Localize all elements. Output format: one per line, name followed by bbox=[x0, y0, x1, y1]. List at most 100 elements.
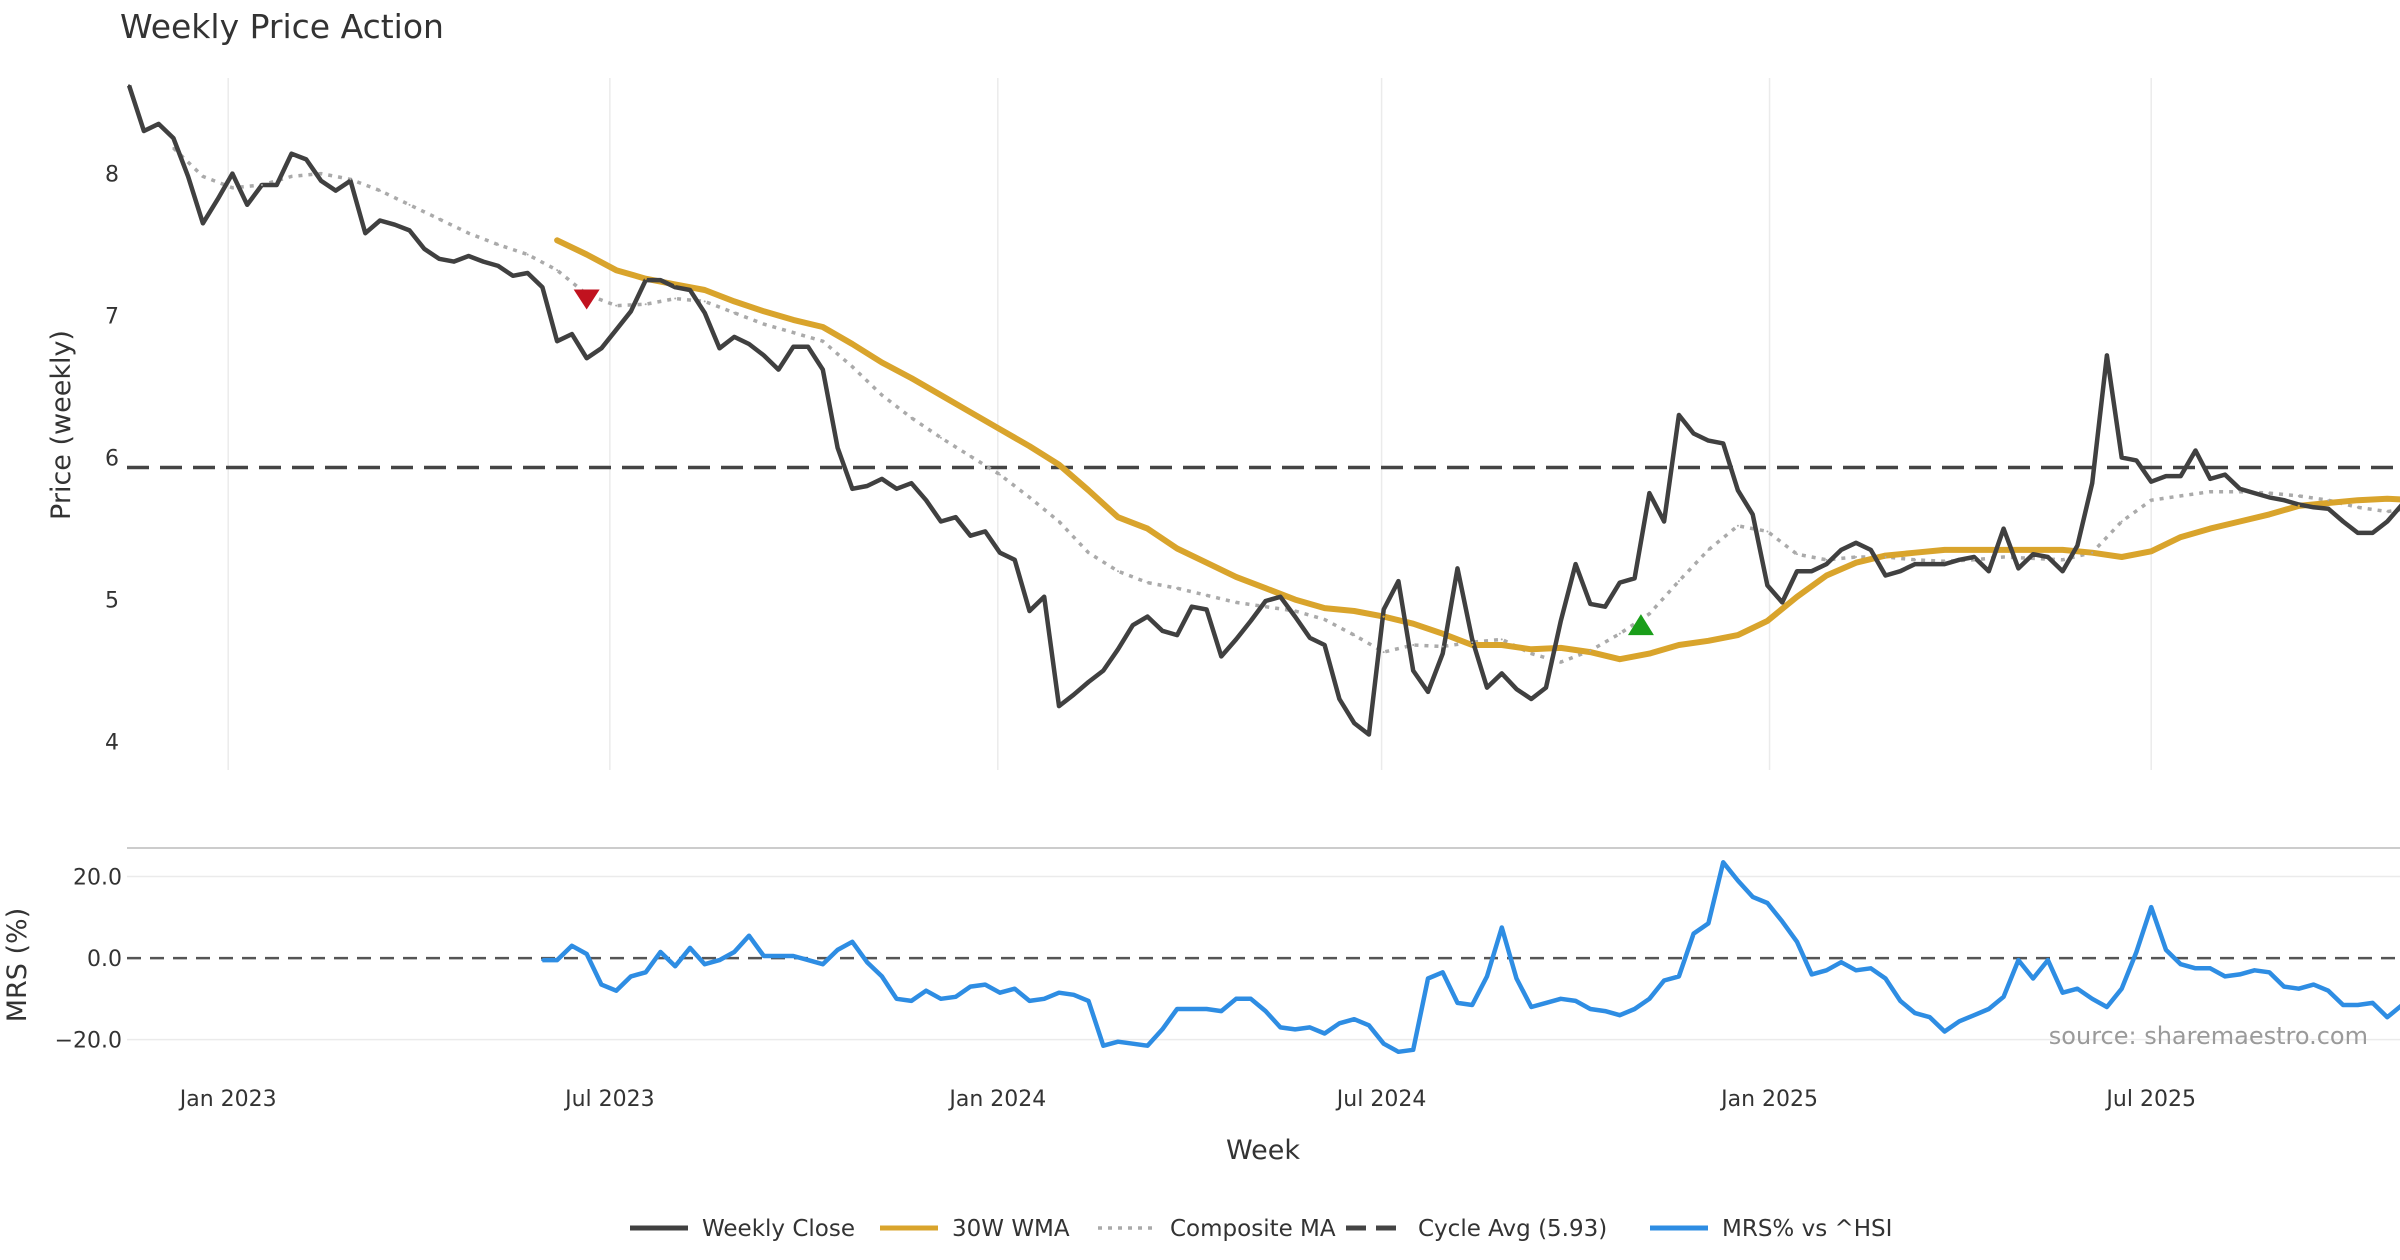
composite-ma-point bbox=[2268, 492, 2271, 495]
weekly-close-point bbox=[1412, 669, 1415, 672]
weekly-close-point bbox=[2312, 506, 2315, 509]
composite-ma-point bbox=[438, 218, 441, 221]
weekly-close-point bbox=[570, 332, 574, 336]
weekly-close-point bbox=[836, 446, 839, 449]
price-y-tick-label: 5 bbox=[105, 589, 119, 614]
mrs-point bbox=[792, 954, 795, 958]
mrs-point bbox=[1825, 969, 1828, 972]
buy-signal-marker bbox=[1627, 614, 1654, 636]
weekly-close-point bbox=[526, 271, 529, 275]
composite-ma-point bbox=[615, 304, 618, 307]
wma-point bbox=[1028, 445, 1031, 448]
mrs-point bbox=[1633, 1007, 1636, 1011]
weekly-close-point bbox=[305, 158, 308, 161]
mrs-point bbox=[1279, 1026, 1282, 1029]
price-y-tick-label: 8 bbox=[105, 163, 119, 188]
mrs-point bbox=[1972, 1013, 1976, 1017]
composite-ma-point bbox=[1382, 651, 1385, 654]
wma-point bbox=[1618, 658, 1622, 661]
weekly-close-point bbox=[1352, 721, 1356, 725]
mrs-point bbox=[1677, 975, 1681, 978]
wma-point bbox=[1559, 646, 1563, 650]
x-tick-label: Jan 2023 bbox=[178, 1087, 277, 1112]
composite-ma-point bbox=[231, 186, 234, 189]
weekly-close-point bbox=[865, 484, 869, 488]
composite-ma-point bbox=[1323, 618, 1326, 621]
weekly-close-point bbox=[216, 197, 219, 201]
weekly-close-point bbox=[2002, 527, 2005, 530]
mrs-point bbox=[1589, 1007, 1592, 1011]
weekly-close-point bbox=[1087, 680, 1090, 684]
composite-ma-point bbox=[1028, 496, 1031, 499]
weekly-close-point bbox=[1840, 548, 1843, 552]
weekly-close-point bbox=[1574, 562, 1577, 566]
weekly-close-point bbox=[777, 368, 780, 371]
composite-ma-point bbox=[2297, 494, 2300, 497]
weekly-close-point bbox=[1810, 570, 1813, 573]
wma-point bbox=[1205, 561, 1208, 564]
wma-point bbox=[644, 277, 647, 280]
weekly-close-point bbox=[674, 286, 677, 289]
weekly-close-point bbox=[1692, 432, 1695, 435]
weekly-close-point bbox=[1161, 629, 1164, 633]
composite-ma-point bbox=[1412, 644, 1415, 647]
composite-ma-point bbox=[821, 340, 824, 343]
mrs-point bbox=[1899, 999, 1902, 1003]
weekly-close-point bbox=[1825, 562, 1828, 566]
weekly-close-point bbox=[1589, 602, 1592, 606]
composite-ma-point bbox=[2061, 558, 2064, 561]
weekly-close-point bbox=[127, 84, 131, 87]
mrs-point bbox=[1544, 1001, 1548, 1005]
composite-ma-point bbox=[644, 303, 647, 306]
weekly-close-point bbox=[1869, 548, 1872, 552]
composite-ma-point bbox=[2238, 490, 2241, 493]
wma-point bbox=[2268, 513, 2271, 516]
mrs-point bbox=[1766, 901, 1769, 905]
weekly-close-point bbox=[659, 278, 662, 282]
mrs-series bbox=[542, 860, 2400, 1055]
wma-point bbox=[1471, 643, 1474, 647]
mrs-y-ticks: 20.0 0.0 −20.0 bbox=[55, 866, 122, 1054]
weekly-close-point bbox=[1205, 608, 1208, 611]
composite-ma-point bbox=[1648, 612, 1651, 615]
mrs-point bbox=[2164, 948, 2168, 952]
weekly-close-point bbox=[1958, 558, 1961, 562]
wma-point bbox=[969, 410, 972, 414]
weekly-close-point bbox=[747, 342, 751, 346]
weekly-close-point bbox=[2194, 449, 2197, 452]
composite-ma-point bbox=[1294, 609, 1297, 612]
composite-ma-point bbox=[1914, 558, 1917, 561]
weekly-close-point bbox=[290, 152, 293, 155]
legend-label: Weekly Close bbox=[702, 1216, 855, 1242]
composite-ma-point bbox=[1146, 581, 1149, 584]
weekly-close-point bbox=[792, 345, 795, 349]
composite-ma-point bbox=[1057, 520, 1060, 523]
mrs-point bbox=[570, 944, 574, 948]
composite-ma-point bbox=[910, 416, 913, 419]
weekly-close-point bbox=[688, 288, 692, 292]
weekly-close-point bbox=[393, 223, 396, 226]
mrs-point bbox=[659, 950, 662, 954]
mrs-y-axis-title: MRS (%) bbox=[2, 908, 33, 1023]
weekly-close-point bbox=[2076, 544, 2079, 547]
mrs-point bbox=[1854, 969, 1858, 972]
composite-ma-point bbox=[1677, 580, 1680, 583]
mrs-point bbox=[2031, 977, 2035, 980]
mrs-point bbox=[1102, 1044, 1105, 1047]
weekly-close-point bbox=[2120, 456, 2123, 459]
mrs-point bbox=[733, 950, 736, 954]
mrs-point bbox=[1338, 1022, 1341, 1025]
wma-point bbox=[2386, 497, 2389, 500]
mrs-point bbox=[1352, 1018, 1356, 1021]
weekly-close-point bbox=[1972, 555, 1976, 559]
weekly-close-point bbox=[452, 260, 456, 263]
mrs-panel: 20.0 0.0 −20.0 MRS (%) source: sharemaestr… bbox=[2, 847, 2400, 1055]
mrs-point bbox=[1692, 932, 1695, 935]
price-y-tick-label: 7 bbox=[105, 305, 119, 330]
mrs-point bbox=[1146, 1044, 1149, 1047]
legend-label: MRS% vs ^HSI bbox=[1722, 1216, 1892, 1242]
composite-ma-point bbox=[1618, 632, 1621, 635]
mrs-point bbox=[2002, 995, 2005, 999]
mrs-point bbox=[600, 983, 603, 986]
